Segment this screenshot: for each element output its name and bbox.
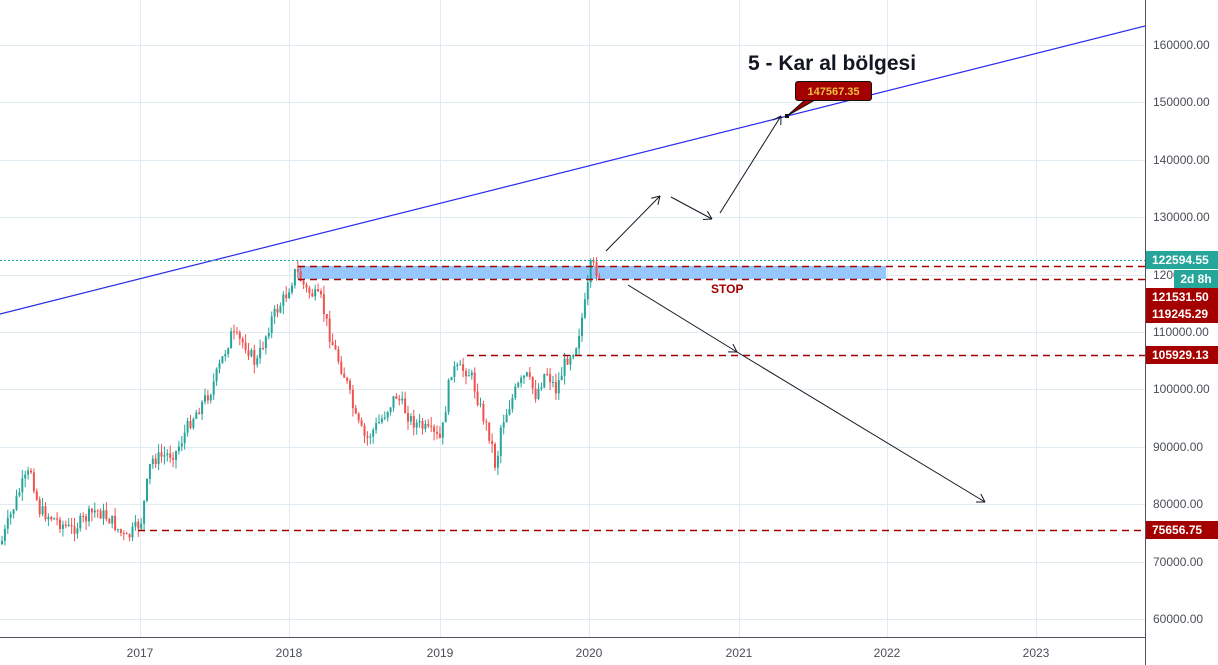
stop-label[interactable]: STOP [711, 282, 744, 296]
price-tick-label: 130000.00 [1153, 210, 1210, 224]
chart-annotation-title[interactable]: 5 - Kar al bölgesi [748, 52, 917, 75]
price-tag: 75656.75 [1146, 521, 1218, 539]
bar-countdown: 2d 8h [1174, 270, 1218, 288]
price-tick-label: 60000.00 [1153, 612, 1204, 626]
time-tick-label: 2020 [575, 646, 603, 660]
price-tag: 105929.13 [1146, 346, 1218, 364]
price-tick-label: 100000.00 [1153, 382, 1210, 396]
time-tick-label: 2019 [426, 646, 454, 660]
drawings[interactable] [0, 25, 1146, 532]
time-tick-label: 2021 [725, 646, 753, 660]
stop-zone-rectangle[interactable] [298, 266, 886, 279]
time-tick-label: 2023 [1022, 646, 1050, 660]
time-tick-label: 2018 [275, 646, 303, 660]
price-tick-label: 110000.00 [1153, 325, 1209, 339]
price-tag: 119245.29 [1146, 305, 1218, 323]
grid-lines [0, 0, 1145, 637]
time-tick-label: 2022 [873, 646, 901, 660]
time-tick-label: 2017 [126, 646, 154, 660]
price-tag: 121531.50 [1146, 288, 1218, 306]
price-tick-label: 70000.00 [1153, 555, 1204, 569]
price-tick-label: 140000.00 [1153, 153, 1210, 167]
price-tick-label: 80000.00 [1153, 497, 1204, 511]
price-tick-label: 150000.00 [1153, 95, 1210, 109]
price-tick-label: 160000.00 [1153, 38, 1210, 52]
target-price-callout[interactable]: 147567.35 [795, 81, 872, 101]
price-tag: 122594.55 [1146, 251, 1218, 269]
candles [1, 257, 601, 546]
price-tick-label: 90000.00 [1153, 440, 1204, 454]
